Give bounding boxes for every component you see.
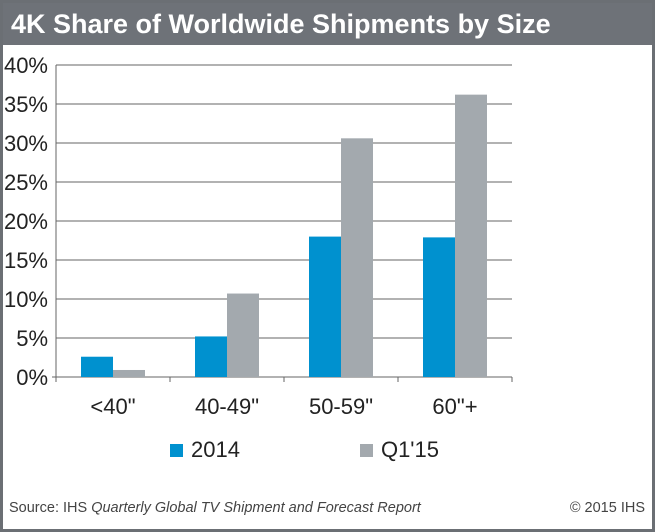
y-tick-label: 15%: [4, 248, 48, 273]
x-tick-label: 50-59": [309, 394, 373, 419]
legend: 2014 Q1'15: [170, 437, 439, 463]
y-tick-label: 25%: [4, 170, 48, 195]
legend-label: 2014: [191, 437, 240, 462]
x-tick-label: 40-49": [195, 394, 259, 419]
bar-2014: [423, 237, 455, 377]
bar-q115: [113, 369, 145, 377]
source-note: Source: IHS Quarterly Global TV Shipment…: [9, 500, 421, 516]
legend-item-2014: 2014: [170, 437, 240, 463]
legend-swatch: [359, 443, 373, 457]
bar-q115: [341, 138, 373, 377]
bar-2014: [309, 236, 341, 377]
x-tick-label: <40": [90, 394, 135, 419]
legend-swatch: [170, 443, 183, 457]
copyright: © 2015 IHS: [569, 500, 645, 516]
y-tick-label: 35%: [4, 92, 48, 117]
y-tick-label: 5%: [16, 326, 48, 351]
legend-item-q115: Q1'15: [359, 437, 439, 463]
bar-2014: [81, 356, 113, 377]
y-tick-label: 0%: [16, 365, 48, 390]
bar-2014: [195, 336, 227, 377]
y-tick-label: 10%: [4, 287, 48, 312]
bar-q115: [455, 94, 487, 377]
source-title: Quarterly Global TV Shipment and Forecas…: [91, 500, 421, 516]
chart-title: 4K Share of Worldwide Shipments by Size: [3, 3, 652, 45]
bar-q115: [227, 293, 259, 377]
source-prefix: Source: IHS: [9, 500, 92, 516]
y-tick-label: 30%: [4, 131, 48, 156]
y-tick-label: 20%: [4, 209, 48, 234]
y-tick-label: 40%: [4, 53, 48, 78]
x-tick-label: 60"+: [432, 394, 477, 419]
legend-label: Q1'15: [380, 437, 439, 462]
